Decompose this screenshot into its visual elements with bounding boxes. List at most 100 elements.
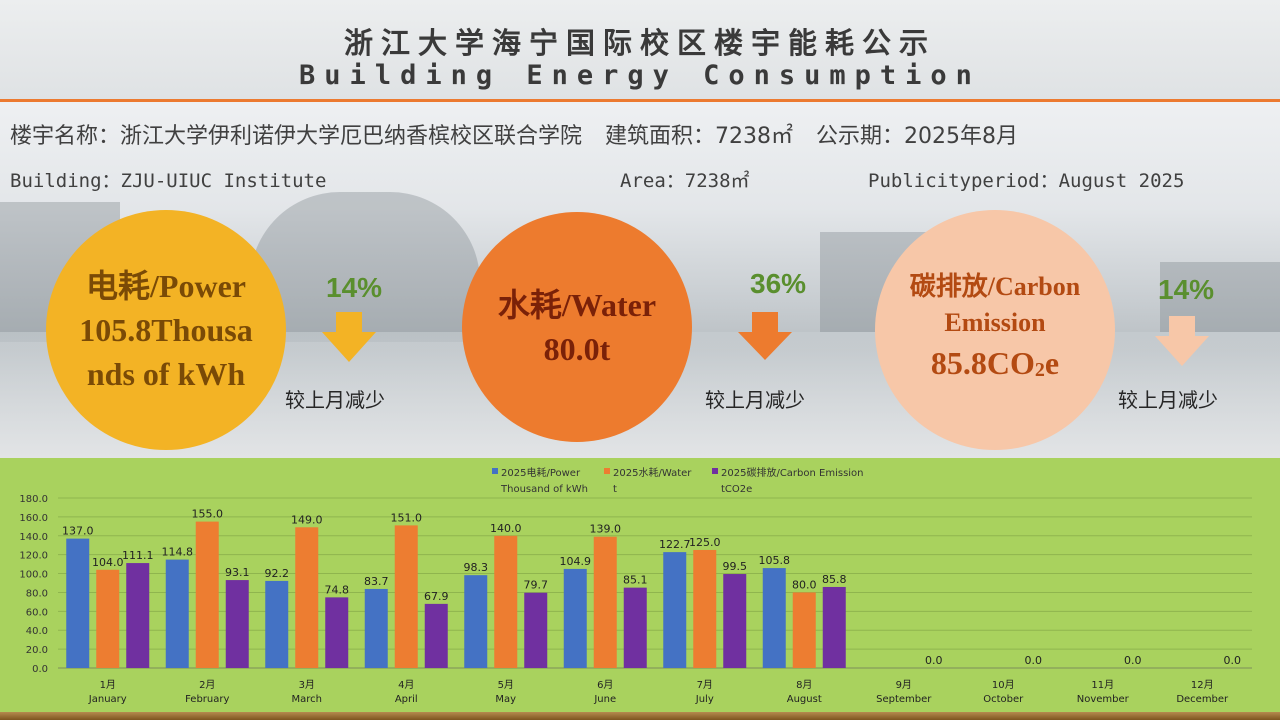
- data-label: 74.8: [325, 583, 350, 596]
- x-tick-label: 10月: [992, 679, 1015, 691]
- x-tick-label: 1月: [100, 679, 116, 691]
- data-label: 80.0: [792, 578, 817, 591]
- legend-label: t: [613, 484, 617, 495]
- data-label: 122.7: [659, 538, 691, 551]
- building-info-cn: 楼宇名称：浙江大学伊利诺伊大学厄巴纳香槟校区联合学院 建筑面积：7238㎡ 公示…: [10, 118, 1034, 150]
- x-tick-label: 7月: [697, 679, 713, 691]
- building-name-cn: 楼宇名称：浙江大学伊利诺伊大学厄巴纳香槟校区联合学院: [10, 124, 583, 149]
- bar: [593, 536, 617, 668]
- page-title-en: Building Energy Consumption: [299, 60, 981, 91]
- bar: [524, 592, 548, 668]
- water-change-note: 较上月减少: [705, 388, 805, 412]
- power-label: 电耗/Power: [86, 268, 246, 304]
- x-tick-label: September: [876, 694, 932, 705]
- y-tick-label: 0.0: [32, 664, 48, 675]
- power-unit: nds of kWh: [86, 356, 246, 392]
- power-change-percent: 14%: [326, 272, 383, 303]
- data-label: 99.5: [723, 560, 748, 573]
- water-down-arrow-icon: [738, 312, 792, 360]
- legend-label: 2025电耗/Power: [501, 466, 581, 479]
- x-tick-label: 6月: [597, 679, 613, 691]
- bottom-border: [0, 712, 1280, 720]
- bar: [195, 521, 219, 668]
- bar: [792, 592, 816, 668]
- carbon-label-cont: Emission: [944, 307, 1046, 337]
- x-tick-label: 4月: [398, 679, 414, 691]
- data-label: 155.0: [192, 508, 224, 521]
- data-label: 111.1: [122, 549, 154, 562]
- carbon-change-percent: 14%: [1158, 274, 1215, 305]
- x-tick-label: 12月: [1191, 679, 1214, 691]
- carbon-down-arrow-icon: [1155, 316, 1209, 366]
- x-tick-label: April: [395, 694, 418, 705]
- power-value: 105.8Thousa: [79, 312, 253, 348]
- x-tick-label: January: [88, 694, 127, 705]
- data-label: 104.0: [92, 556, 124, 569]
- legend-swatch: [492, 468, 498, 474]
- legend-label: Thousand of kWh: [500, 484, 588, 495]
- data-label: 151.0: [391, 511, 423, 524]
- x-tick-label: June: [593, 694, 616, 705]
- data-label: 125.0: [689, 536, 721, 549]
- water-label: 水耗/Water: [497, 287, 657, 323]
- bar: [424, 603, 448, 668]
- data-label: 104.9: [560, 555, 592, 568]
- background-building: [250, 192, 480, 342]
- data-label: 83.7: [364, 575, 389, 588]
- bar: [762, 568, 786, 668]
- page-title-cn: 浙江大学海宁国际校区楼宇能耗公示: [343, 26, 936, 60]
- bar: [623, 587, 647, 668]
- power-metric-circle: 电耗/Power 105.8Thousa nds of kWh: [46, 210, 286, 450]
- legend-swatch: [712, 468, 718, 474]
- x-tick-label: 11月: [1091, 679, 1114, 691]
- bar: [494, 535, 518, 668]
- bar: [66, 538, 90, 668]
- carbon-change-note: 较上月减少: [1118, 388, 1218, 412]
- y-tick-label: 40.0: [26, 626, 48, 637]
- y-tick-label: 60.0: [26, 607, 48, 618]
- bar: [295, 527, 319, 668]
- x-tick-label: July: [695, 694, 714, 705]
- carbon-value: 85.8CO2e: [930, 344, 1060, 381]
- y-tick-label: 180.0: [19, 494, 48, 505]
- publicity-period-en: Publicityperiod：August 2025: [868, 170, 1185, 192]
- bar: [663, 552, 687, 668]
- data-label: 137.0: [62, 525, 94, 538]
- x-tick-label: May: [495, 694, 516, 705]
- bar: [96, 569, 120, 668]
- bar: [364, 588, 388, 668]
- data-label: 0.0: [925, 654, 943, 667]
- x-tick-label: March: [292, 694, 322, 705]
- x-tick-label: December: [1176, 694, 1229, 705]
- bar: [225, 580, 249, 668]
- monthly-consumption-bar-chart: 0.0 20.0 40.0 60.0 80.0 100.0 120.0 140.0 160.0 1…: [19, 466, 1252, 705]
- legend-swatch: [604, 468, 610, 474]
- power-down-arrow-icon: [322, 312, 376, 362]
- bar: [822, 586, 846, 668]
- publicity-period-cn: 公示期：2025年8月: [816, 124, 1019, 149]
- data-label: 149.0: [291, 513, 323, 526]
- y-tick-label: 140.0: [19, 532, 48, 543]
- legend-label: 2025水耗/Water: [613, 467, 692, 479]
- y-tick-label: 160.0: [19, 513, 48, 524]
- building-area-en: Area：7238㎡: [620, 170, 750, 192]
- y-tick-label: 20.0: [26, 645, 48, 656]
- x-tick-label: October: [983, 694, 1024, 705]
- bar: [394, 525, 418, 668]
- bar: [464, 575, 488, 668]
- x-tick-label: February: [185, 694, 229, 705]
- y-tick-label: 120.0: [19, 551, 48, 562]
- data-label: 85.1: [623, 574, 648, 587]
- building-name-en: Building：ZJU-UIUC Institute: [10, 170, 327, 192]
- water-value: 80.0t: [543, 331, 611, 367]
- x-tick-label: August: [787, 694, 822, 705]
- data-label: 140.0: [490, 522, 522, 535]
- data-label: 0.0: [1025, 654, 1043, 667]
- y-tick-label: 80.0: [26, 588, 48, 599]
- header-banner: 浙江大学海宁国际校区楼宇能耗公示 Building Energy Consump…: [0, 0, 1280, 100]
- y-tick-label: 100.0: [19, 570, 48, 581]
- data-label: 67.9: [424, 590, 449, 603]
- data-label: 93.1: [225, 566, 250, 579]
- bar: [563, 568, 587, 668]
- data-label: 0.0: [1124, 654, 1142, 667]
